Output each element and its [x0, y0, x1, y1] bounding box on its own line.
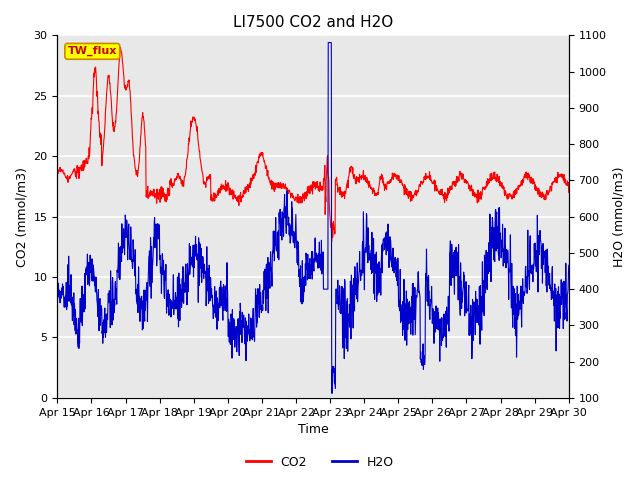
- CO2: [291, 198, 298, 204]
- H2O: [565, 263, 573, 268]
- CO2: [282, 181, 289, 187]
- CO2: [328, 239, 335, 244]
- Line: CO2: CO2: [58, 48, 569, 241]
- H2O: [93, 298, 101, 304]
- CO2: [93, 94, 101, 99]
- CO2: [54, 172, 61, 178]
- X-axis label: Time: Time: [298, 423, 328, 436]
- Legend: CO2, H2O: CO2, H2O: [241, 451, 399, 474]
- H2O: [114, 268, 122, 274]
- H2O: [54, 294, 61, 300]
- H2O: [345, 318, 353, 324]
- H2O: [271, 258, 278, 264]
- CO2: [565, 190, 573, 195]
- CO2: [345, 173, 353, 179]
- H2O: [324, 40, 332, 46]
- CO2: [114, 84, 122, 90]
- CO2: [271, 183, 278, 189]
- Y-axis label: CO2 (mmol/m3): CO2 (mmol/m3): [15, 167, 28, 266]
- H2O: [281, 215, 289, 221]
- CO2: [116, 45, 124, 50]
- H2O: [328, 391, 336, 396]
- Title: LI7500 CO2 and H2O: LI7500 CO2 and H2O: [233, 15, 393, 30]
- Text: TW_flux: TW_flux: [68, 46, 117, 57]
- Y-axis label: H2O (mmol/m3): H2O (mmol/m3): [612, 167, 625, 267]
- Line: H2O: H2O: [58, 43, 569, 394]
- H2O: [291, 234, 298, 240]
